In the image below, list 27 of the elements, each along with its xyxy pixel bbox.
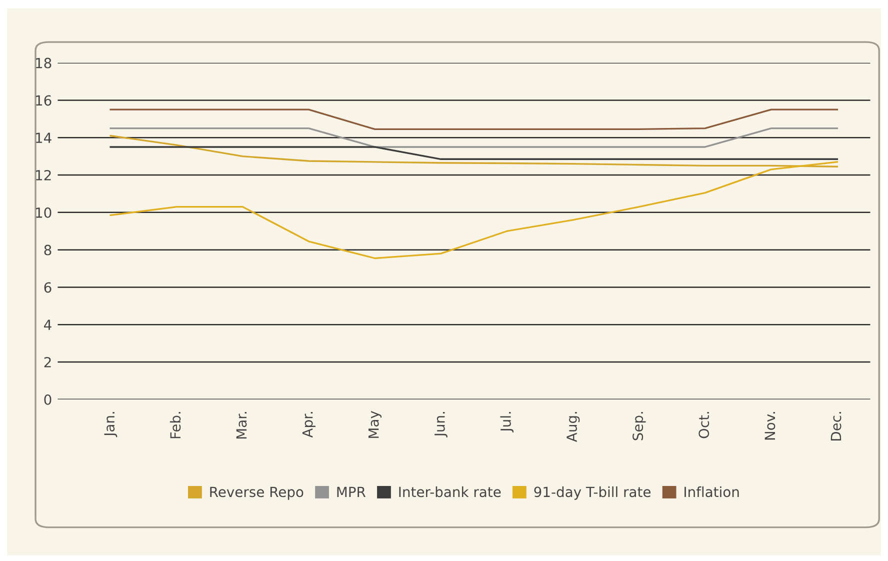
x-tick-label: Nov. (764, 412, 776, 440)
y-tick-label: 14 (36, 132, 52, 143)
y-tick-label: 4 (44, 320, 52, 330)
x-tick-label: Feb. (170, 412, 181, 438)
y-tick-label: 10 (36, 207, 52, 218)
x-tick-label: Jan. (104, 412, 118, 438)
x-tick-label: Aug. (566, 412, 580, 442)
x-tick-label: Dec. (830, 412, 842, 440)
y-tick-label: 12 (36, 170, 51, 180)
y-tick-label: 0 (44, 394, 52, 405)
y-tick-label: 8 (44, 244, 52, 256)
legend-label: MPR (337, 486, 366, 497)
x-tick-label: Oct. (698, 412, 710, 438)
x-tick-label: Mar. (236, 412, 247, 439)
y-tick-label: 16 (36, 95, 52, 106)
legend-label: Inflation (684, 486, 739, 498)
x-tick-label: Sep. (632, 412, 646, 440)
legend-label: Reverse Repo (210, 486, 304, 500)
x-tick-label: Jul. (500, 412, 514, 432)
y-tick-label: 2 (44, 357, 51, 368)
y-tick-label: 6 (44, 282, 52, 293)
legend-label: Inter-bank rate (399, 486, 501, 498)
x-tick-label: Apr. (302, 412, 316, 438)
legend-label: 91-day T-bill rate (534, 486, 650, 500)
x-tick-label: Jun. (434, 412, 448, 438)
x-tick-label: May (368, 410, 382, 438)
y-tick-label: 18 (36, 58, 52, 68)
